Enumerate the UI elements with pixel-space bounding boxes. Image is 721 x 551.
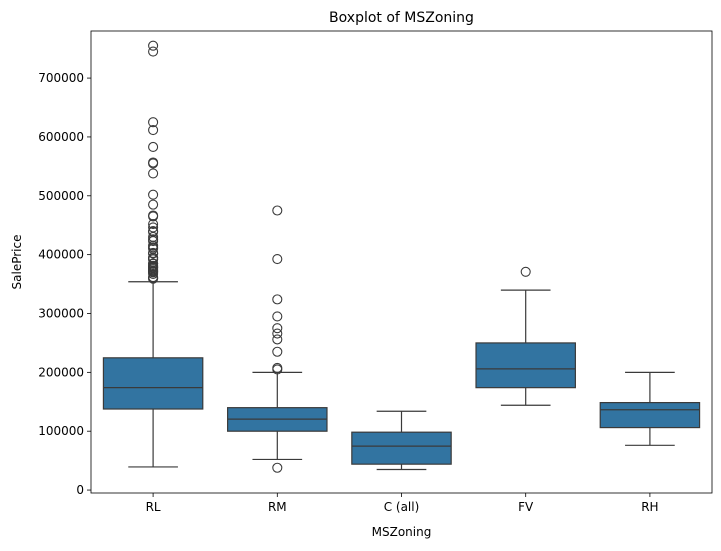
y-axis-label: SalePrice [10, 235, 24, 290]
outlier-point [148, 248, 159, 259]
outlier-point [148, 168, 159, 179]
outlier-point [272, 328, 283, 339]
y-tick-label: 100000 [38, 424, 84, 438]
x-tick-label: RM [268, 500, 287, 514]
outlier-point [148, 158, 159, 169]
x-tick-label: C (all) [384, 500, 420, 514]
y-tick-label: 0 [76, 483, 84, 497]
box-group-c-all- [351, 410, 452, 471]
y-tick-label: 500000 [38, 189, 84, 203]
y-tick-label: 700000 [38, 71, 84, 85]
outlier-point [272, 323, 283, 334]
box-group-rh [599, 371, 701, 446]
y-axis: 0 100000 200000 300000 400000 500000 600000 700… [38, 71, 91, 497]
outlier-point [272, 462, 283, 473]
box-group-fv [475, 266, 576, 406]
outlier-point [520, 266, 531, 277]
outlier-point [148, 199, 159, 210]
outlier-point [148, 222, 159, 233]
outlier-point [272, 294, 283, 305]
y-tick-label: 200000 [38, 365, 84, 379]
outlier-point [148, 273, 159, 284]
outlier-point [148, 141, 159, 153]
y-tick-label: 300000 [38, 306, 84, 320]
x-axis-label: MSZoning [372, 525, 432, 539]
outlier-point [148, 211, 159, 222]
outlier-point [148, 219, 159, 230]
y-tick-label: 400000 [38, 248, 84, 262]
outlier-point [272, 364, 283, 375]
outlier-point [148, 117, 159, 128]
chart-title: Boxplot of MSZoning [329, 10, 474, 26]
outlier-point [148, 236, 159, 247]
x-tick-label: RL [146, 500, 161, 514]
x-tick-label: FV [518, 500, 534, 514]
x-axis: RL RM C (all) FV RH [146, 493, 659, 514]
iqr-box [102, 357, 204, 410]
outlier-point [148, 40, 159, 51]
y-tick-label: 600000 [38, 130, 84, 144]
outlier-point [148, 46, 159, 57]
outlier-point [272, 311, 283, 322]
iqr-box [475, 342, 576, 389]
outlier-point [272, 254, 283, 265]
outlier-point [272, 205, 283, 216]
outlier-point [148, 125, 159, 136]
box-group-rm [227, 205, 328, 473]
outlier-point [148, 268, 159, 279]
iqr-box [351, 431, 452, 465]
iqr-box [599, 401, 701, 429]
boxes-layer [102, 40, 701, 473]
box-group-rl [102, 40, 204, 468]
outlier-point [272, 334, 283, 345]
x-tick-label: RH [641, 500, 658, 514]
outlier-point [272, 346, 283, 357]
outlier-point [148, 189, 159, 200]
